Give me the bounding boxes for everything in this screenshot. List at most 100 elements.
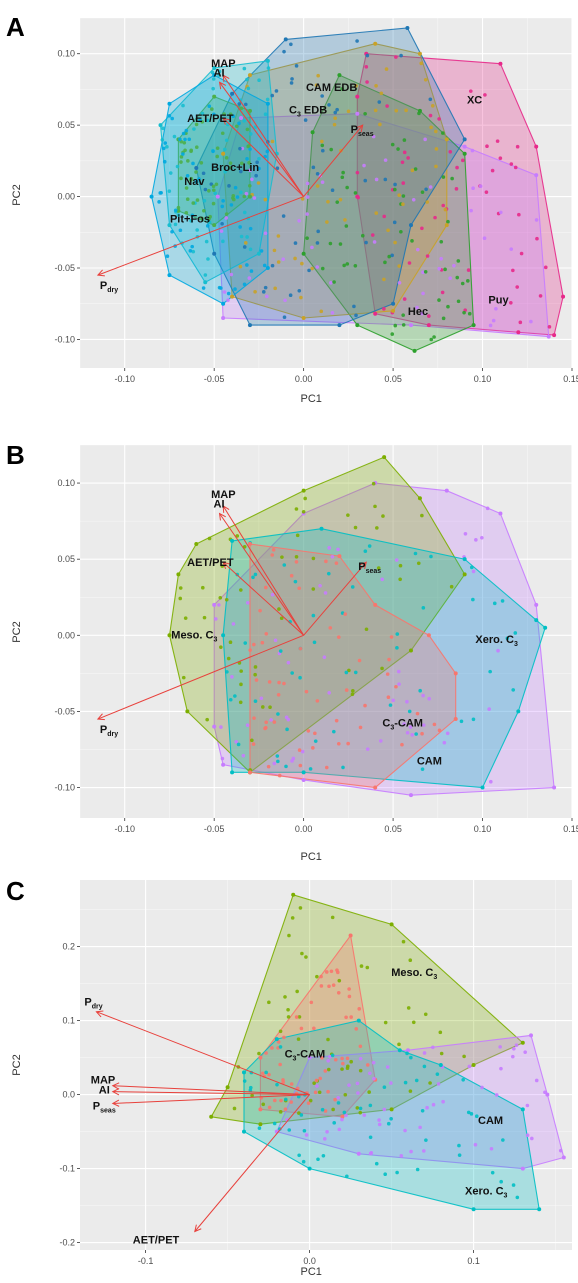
data-point: [237, 121, 241, 126]
data-point: [469, 1112, 474, 1116]
data-point: [282, 1035, 286, 1040]
data-point: [440, 290, 445, 295]
data-point: [286, 1015, 291, 1019]
data-point: [510, 1054, 515, 1059]
vector-arrowhead: [96, 713, 105, 721]
data-point: [242, 245, 247, 249]
data-point: [228, 112, 233, 117]
data-point: [403, 1128, 407, 1133]
label-sub: 3: [213, 636, 217, 643]
data-point: [280, 555, 284, 559]
data-point: [343, 612, 347, 616]
vector-arrowhead: [222, 117, 230, 125]
data-point: [520, 1107, 525, 1112]
data-point: [298, 906, 303, 910]
data-point: [301, 488, 306, 493]
vector-label-aet-pet: AET/PET: [133, 1235, 180, 1247]
vector-label-p-seas: Pseas: [358, 561, 381, 575]
data-point: [336, 1101, 341, 1105]
data-point: [405, 730, 410, 735]
data-point: [534, 144, 539, 149]
data-point: [263, 285, 268, 290]
data-point: [411, 197, 416, 202]
data-point: [367, 544, 372, 548]
data-point: [371, 1060, 376, 1065]
label-sub: 3: [433, 974, 437, 981]
data-point: [373, 602, 378, 607]
data-point: [257, 166, 261, 171]
group-label-xero-c3: Xero. C3: [465, 1186, 508, 1200]
data-point: [163, 141, 168, 145]
data-point: [214, 182, 219, 187]
data-point: [222, 290, 227, 294]
data-point: [256, 181, 261, 185]
data-point: [212, 602, 217, 607]
data-point: [217, 69, 222, 74]
y-tick-label: 0.00: [57, 192, 75, 202]
data-point: [264, 1051, 268, 1055]
data-point: [327, 690, 331, 695]
data-point: [365, 53, 370, 58]
data-point: [429, 337, 434, 342]
data-point: [233, 287, 237, 291]
data-point: [157, 200, 161, 204]
data-point: [230, 770, 235, 775]
data-point: [432, 335, 436, 339]
vector-label-map: MAP: [91, 1075, 115, 1087]
data-point: [261, 290, 266, 294]
data-point: [417, 111, 421, 116]
data-point: [220, 221, 224, 226]
data-point: [283, 298, 287, 303]
data-point: [297, 586, 302, 591]
label-rest: -CAM: [394, 718, 423, 730]
data-point: [324, 970, 329, 974]
data-point: [261, 1102, 266, 1107]
data-point: [397, 1042, 401, 1047]
data-point: [537, 1207, 542, 1212]
group-label-cam-edb: CAM EDB: [306, 82, 357, 94]
vector-pdry: [97, 634, 304, 720]
data-point: [431, 1045, 435, 1050]
data-point: [253, 665, 258, 669]
y-tick-label: -0.10: [54, 334, 75, 344]
data-point: [395, 1170, 399, 1175]
data-point: [238, 264, 243, 269]
data-point: [534, 602, 539, 607]
data-point: [173, 208, 178, 213]
data-point: [270, 139, 275, 144]
data-point: [406, 1006, 411, 1010]
data-point: [426, 633, 431, 638]
data-point: [238, 146, 242, 151]
data-point: [498, 156, 503, 161]
data-point: [520, 1166, 525, 1171]
data-point: [346, 741, 350, 746]
data-point: [425, 1105, 429, 1110]
data-point: [278, 1029, 283, 1034]
data-point: [383, 158, 388, 162]
data-point: [392, 220, 397, 225]
label-main: P: [100, 724, 107, 736]
hull-1-0: [213, 482, 555, 796]
vector-pseas: [112, 1094, 310, 1104]
data-point: [509, 300, 513, 305]
data-point: [358, 1068, 363, 1073]
data-point: [494, 306, 498, 311]
vector-label-map: MAP: [211, 489, 235, 501]
data-point: [328, 626, 333, 630]
data-point: [323, 591, 328, 595]
data-point: [320, 143, 325, 148]
data-point: [245, 127, 250, 132]
data-point: [438, 1063, 443, 1067]
vector-arrowhead: [222, 561, 231, 569]
data-point: [245, 235, 249, 239]
data-point: [277, 607, 281, 611]
label-main: P: [358, 561, 365, 573]
y-tick-label: 0.2: [62, 942, 75, 952]
data-point: [191, 201, 196, 205]
axis-ticks: -0.1 0.0 0.1 -0.2 -0.1 0.0 0.1 0.2: [59, 942, 479, 1266]
data-point: [250, 738, 254, 743]
data-point: [363, 111, 367, 116]
data-point: [304, 689, 309, 694]
data-point: [439, 1051, 444, 1056]
